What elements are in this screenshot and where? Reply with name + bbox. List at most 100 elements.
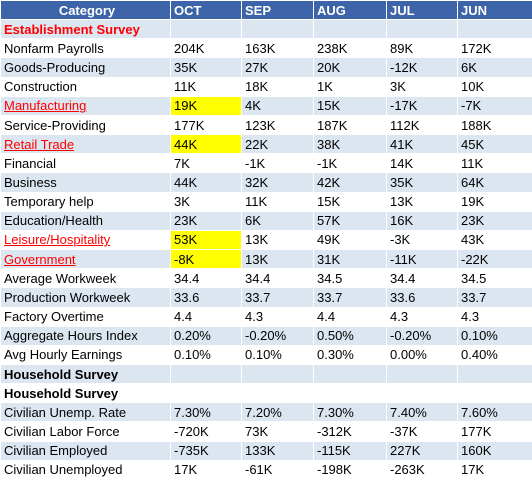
cell: 44K: [170, 172, 242, 193]
table-row: Establishment Survey: [0, 19, 532, 40]
cell: 49K: [313, 229, 387, 251]
cell: 11K: [170, 76, 242, 97]
column-header: JUN: [457, 0, 532, 21]
cell: [170, 383, 242, 404]
cell: [170, 19, 242, 40]
row-category: Factory Overtime: [0, 306, 171, 327]
column-header: JUL: [386, 0, 458, 21]
cell: 4.3: [457, 306, 532, 327]
row-category: Nonfarm Payrolls: [0, 38, 171, 59]
column-header: OCT: [170, 0, 242, 21]
cell: 6K: [241, 210, 314, 231]
cell: -1K: [241, 153, 314, 174]
cell: 123K: [241, 114, 314, 136]
cell: [457, 363, 532, 385]
table-row: Construction 11K 18K 1K 3K 10K: [0, 76, 532, 97]
table-row: Avg Hourly Earnings 0.10% 0.10% 0.30% 0.00% 0…: [0, 344, 532, 365]
row-category: Leisure/Hospitality: [0, 229, 171, 251]
cell: 33.7: [313, 287, 387, 308]
cell: -735K: [170, 440, 242, 461]
cell: 44K: [170, 134, 242, 155]
row-category: Civilian Employed: [0, 440, 171, 461]
table-row: Manufacturing 19K 4K 15K -17K -7K: [0, 95, 532, 116]
table-row: Production Workweek 33.6 33.7 33.7 33.6 33.7: [0, 287, 532, 308]
table-row: Education/Health 23K 6K 57K 16K 23K: [0, 210, 532, 231]
cell: 16K: [386, 210, 458, 231]
cell: 3K: [386, 76, 458, 97]
row-category: Aggregate Hours Index: [0, 325, 171, 346]
cell: 34.4: [386, 268, 458, 289]
cell: [241, 363, 314, 385]
table-row: Government -8K 13K 31K -11K -22K: [0, 249, 532, 270]
cell: -22K: [457, 249, 532, 270]
cell: 0.40%: [457, 344, 532, 365]
cell: 18K: [241, 76, 314, 97]
cell: 33.7: [457, 287, 532, 308]
cell: 204K: [170, 38, 242, 59]
cell: 13K: [241, 249, 314, 270]
table-row: Aggregate Hours Index 0.20% -0.20% 0.50% -0.…: [0, 325, 532, 346]
cell: [241, 19, 314, 40]
row-category: Manufacturing: [0, 95, 171, 116]
cell: -312K: [313, 421, 387, 442]
cell: 0.10%: [241, 344, 314, 365]
row-category: Service-Providing: [0, 114, 171, 136]
cell: 7.30%: [313, 402, 387, 423]
cell: 19K: [457, 191, 532, 212]
table-row: Nonfarm Payrolls 204K 163K 238K 89K 172K: [0, 38, 532, 59]
table-row: Civilian Unemployed 17K -61K -198K -263K 17K: [0, 459, 532, 479]
cell: 11K: [241, 191, 314, 212]
cell: 22K: [241, 134, 314, 155]
section-label: Household Survey: [0, 383, 171, 404]
column-header: SEP: [241, 0, 314, 21]
cell: 7K: [170, 153, 242, 174]
cell: 45K: [457, 134, 532, 155]
cell: 7.60%: [457, 402, 532, 423]
cell: [386, 363, 458, 385]
cell: 112K: [386, 114, 458, 136]
cell: 0.50%: [313, 325, 387, 346]
cell: 1K: [313, 76, 387, 97]
cell: 15K: [313, 95, 387, 116]
cell: -61K: [241, 459, 314, 479]
cell: 7.20%: [241, 402, 314, 423]
table-row: Goods-Producing 35K 27K 20K -12K 6K: [0, 57, 532, 78]
cell: 0.10%: [457, 325, 532, 346]
cell: -720K: [170, 421, 242, 442]
cell: 34.5: [457, 268, 532, 289]
cell: 188K: [457, 114, 532, 136]
cell: 4.4: [313, 306, 387, 327]
table-row: Financial 7K -1K -1K 14K 11K: [0, 153, 532, 174]
row-category: Avg Hourly Earnings: [0, 344, 171, 365]
cell: 38K: [313, 134, 387, 155]
cell: -17K: [386, 95, 458, 116]
table-row: Civilian Unemp. Rate 7.30% 7.20% 7.30% 7.40%…: [0, 402, 532, 423]
cell: -198K: [313, 459, 387, 479]
cell: 13K: [386, 191, 458, 212]
cell: 0.30%: [313, 344, 387, 365]
row-category: Retail Trade: [0, 134, 171, 155]
row-category: Financial: [0, 153, 171, 174]
table-row: Average Workweek 34.4 34.4 34.5 34.4 34.5: [0, 268, 532, 289]
cell: [170, 363, 242, 385]
cell: 177K: [457, 421, 532, 442]
cell: 4K: [241, 95, 314, 116]
cell: -8K: [170, 249, 242, 270]
cell: [457, 383, 532, 404]
cell: 3K: [170, 191, 242, 212]
cell: -12K: [386, 57, 458, 78]
cell: 19K: [170, 95, 242, 116]
header-row: Category OCT SEP AUG JUL JUN: [0, 0, 532, 21]
table-row: Business 44K 32K 42K 35K 64K: [0, 172, 532, 193]
cell: -0.20%: [241, 325, 314, 346]
cell: 0.10%: [170, 344, 242, 365]
table-row: Temporary help 3K 11K 15K 13K 19K: [0, 191, 532, 212]
cell: -0.20%: [386, 325, 458, 346]
cell: 160K: [457, 440, 532, 461]
cell: 57K: [313, 210, 387, 231]
table-row: Factory Overtime 4.4 4.3 4.4 4.3 4.3: [0, 306, 532, 327]
cell: 23K: [170, 210, 242, 231]
cell: 31K: [313, 249, 387, 270]
cell: 15K: [313, 191, 387, 212]
